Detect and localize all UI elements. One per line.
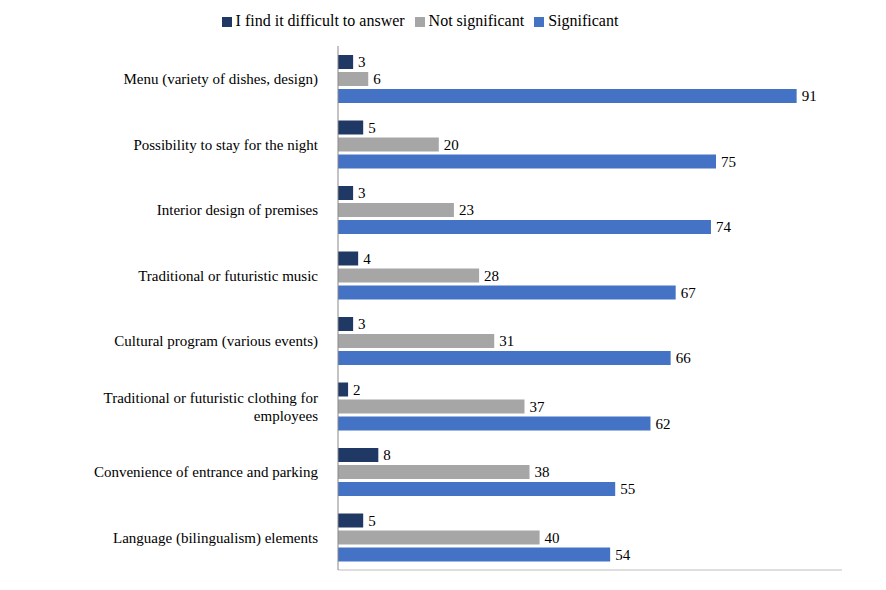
svg-text:Language (bilingualism) elemen: Language (bilingualism) elements xyxy=(113,530,318,547)
svg-text:74: 74 xyxy=(716,219,732,235)
svg-text:3: 3 xyxy=(358,316,366,332)
svg-text:2: 2 xyxy=(353,382,361,398)
svg-text:6: 6 xyxy=(373,71,381,87)
html-text:Not significant: Not significant xyxy=(428,12,525,29)
html-text:Significant: Significant xyxy=(548,12,619,29)
svg-text:91: 91 xyxy=(802,88,817,104)
svg-text:75: 75 xyxy=(721,154,736,170)
svg-text:55: 55 xyxy=(620,481,635,497)
svg-text:23: 23 xyxy=(459,202,474,218)
svg-text:3: 3 xyxy=(358,185,366,201)
svg-text:Traditional or futuristic musi: Traditional or futuristic music xyxy=(138,268,318,284)
svg-text:31: 31 xyxy=(499,333,514,349)
svg-text:5: 5 xyxy=(368,513,376,529)
svg-text:40: 40 xyxy=(545,530,560,546)
svg-text:Convenience of entrance and pa: Convenience of entrance and parking xyxy=(94,464,319,480)
svg-text:8: 8 xyxy=(383,447,391,463)
svg-text:37: 37 xyxy=(529,399,545,415)
svg-text:Interior design of premises: Interior design of premises xyxy=(157,202,318,218)
svg-text:4: 4 xyxy=(363,251,371,267)
svg-text:62: 62 xyxy=(655,416,670,432)
html-text:I find it difficult to answer: I find it difficult to answer xyxy=(235,12,405,29)
svg-text:Possibility to stay for the ni: Possibility to stay for the night xyxy=(133,137,318,153)
svg-text:38: 38 xyxy=(535,464,550,480)
svg-text:54: 54 xyxy=(615,547,631,563)
svg-text:Cultural program (various even: Cultural program (various events) xyxy=(114,333,318,350)
svg-text:Traditional or futuristic clot: Traditional or futuristic clothing forem… xyxy=(104,390,319,424)
svg-text:66: 66 xyxy=(676,350,692,366)
svg-text:28: 28 xyxy=(484,268,499,284)
svg-text:67: 67 xyxy=(681,285,697,301)
svg-text:3: 3 xyxy=(358,54,366,70)
svg-text:5: 5 xyxy=(368,120,376,136)
svg-text:20: 20 xyxy=(444,137,459,153)
svg-text:Menu (variety of dishes, desig: Menu (variety of dishes, design) xyxy=(123,71,318,88)
